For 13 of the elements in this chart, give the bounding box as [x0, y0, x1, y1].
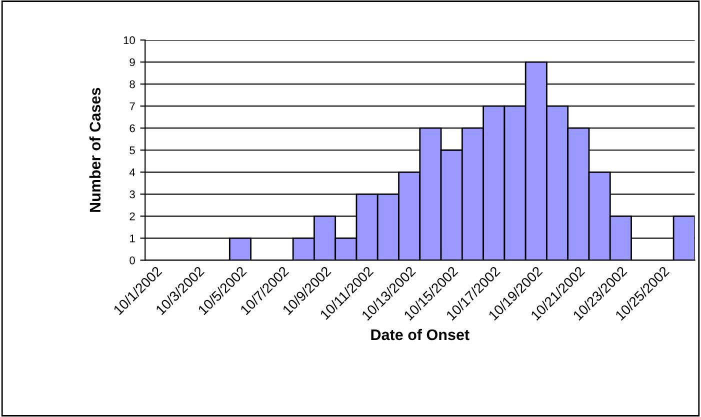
y-tick-label: 3	[130, 190, 135, 198]
y-tick-label: 9	[130, 58, 135, 66]
x-axis-title: Date of Onset	[371, 328, 470, 340]
y-tick-label: 0	[130, 256, 135, 264]
y-tick-label: 1	[130, 234, 135, 242]
y-axis-title: Number of Cases	[89, 88, 101, 212]
y-tick-label: 4	[129, 168, 136, 176]
y-tick-label: 2	[130, 212, 135, 220]
y-tick-label: 8	[130, 80, 135, 88]
y-tick-label: 6	[130, 124, 135, 132]
y-tick-label: 5	[130, 146, 135, 154]
y-tick-label: 10	[124, 36, 135, 44]
y-tick-label: 7	[130, 102, 135, 110]
